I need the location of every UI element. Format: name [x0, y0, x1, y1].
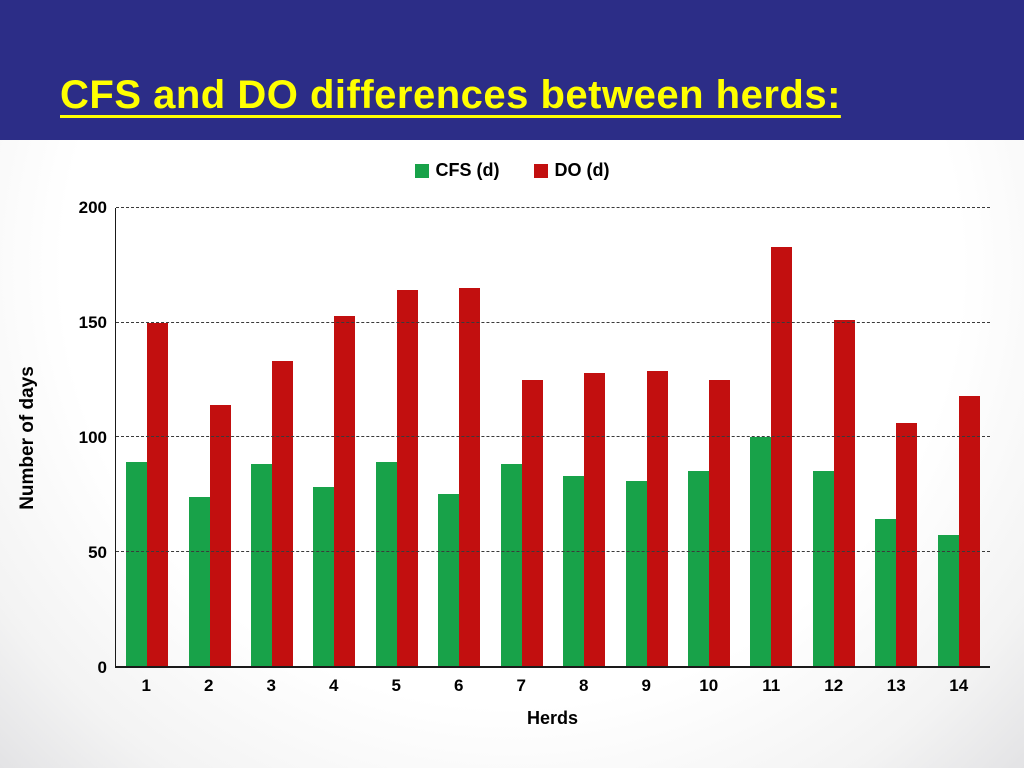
legend-label: CFS (d): [435, 160, 500, 180]
bar-group-herd-3: [241, 208, 303, 666]
x-axis-ticks: 1 2 3 4 5 6 7 8 9 10 11 12 13 14: [115, 676, 990, 696]
y-axis-title: Number of days: [17, 366, 38, 510]
bar-group-herd-2: [178, 208, 240, 666]
bar-cfs-herd-11: [750, 437, 772, 666]
x-tick-label-9: 9: [641, 676, 651, 695]
bar-cfs-herd-8: [563, 475, 585, 666]
bar-cfs-herd-5: [375, 462, 397, 666]
bar-group-herd-13: [865, 208, 927, 666]
chart-legend: CFS (d) DO (d): [0, 160, 1024, 181]
bar-do-herd-12: [833, 320, 855, 666]
x-tick-label-2: 2: [204, 676, 214, 695]
legend-swatch-cfs: [414, 163, 429, 178]
x-axis-title: Herds: [526, 708, 579, 728]
bar-cfs-herd-9: [625, 480, 647, 666]
x-tick-label-1: 1: [141, 676, 151, 695]
bar-cfs-herd-4: [313, 487, 335, 666]
x-tick-label-3: 3: [266, 676, 276, 695]
legend-swatch-do: [533, 163, 548, 178]
x-tick-label-7: 7: [516, 676, 526, 695]
gridline-200: [116, 207, 990, 208]
bar-cfs-herd-3: [251, 464, 273, 666]
gridline-100: [116, 436, 990, 437]
x-tick-label-5: 5: [391, 676, 401, 695]
x-tick-label-10: 10: [699, 676, 719, 695]
bar-groups: [116, 208, 990, 666]
bar-group-herd-10: [678, 208, 740, 666]
slide-header: CFS and DO differences between herds:: [0, 0, 1024, 140]
bar-group-herd-1: [116, 208, 178, 666]
x-tick-label-6: 6: [454, 676, 464, 695]
bar-cfs-herd-10: [688, 471, 709, 666]
bar-cfs-herd-13: [875, 519, 897, 666]
legend-item-cfs: CFS (d): [414, 160, 500, 181]
bar-cfs-herd-12: [812, 471, 834, 666]
bar-group-herd-9: [615, 208, 677, 666]
bar-group-herd-8: [553, 208, 615, 666]
bar-group-herd-7: [491, 208, 553, 666]
bar-cfs-herd-2: [188, 496, 210, 666]
bar-do-herd-4: [334, 315, 356, 666]
bar-do-herd-14: [958, 395, 980, 666]
y-axis-ticks: 0 50 100 150 200: [55, 198, 107, 677]
bar-do-herd-6: [459, 288, 481, 666]
x-tick-label-13: 13: [886, 676, 906, 695]
bar-group-herd-12: [803, 208, 865, 666]
bar-cfs-herd-1: [126, 462, 148, 666]
bar-do-herd-8: [584, 372, 606, 666]
bar-group-herd-4: [303, 208, 365, 666]
gridline-150: [116, 321, 990, 323]
slide-title: CFS and DO differences between herds:: [60, 73, 841, 117]
bar-group-herd-14: [927, 208, 989, 666]
x-tick-label-4: 4: [329, 676, 339, 695]
gridline-50: [116, 550, 990, 552]
y-tick-label-0: 0: [97, 658, 107, 677]
bar-do-herd-1: [147, 322, 169, 666]
bar-do-herd-7: [521, 379, 543, 666]
bar-group-herd-5: [366, 208, 428, 666]
y-tick-label-150: 150: [78, 313, 107, 332]
bar-cfs-herd-7: [500, 464, 522, 666]
y-tick-label-100: 100: [78, 428, 107, 447]
bar-cfs-herd-14: [937, 535, 959, 666]
bar-do-herd-5: [396, 290, 418, 666]
bar-do-herd-9: [646, 370, 668, 666]
legend-item-do: DO (d): [533, 160, 610, 181]
x-tick-label-12: 12: [824, 676, 844, 695]
y-tick-label-50: 50: [88, 543, 107, 562]
bar-do-herd-3: [272, 361, 294, 666]
bar-group-herd-11: [740, 208, 802, 666]
plot-area: [115, 207, 990, 668]
bar-group-herd-6: [428, 208, 490, 666]
bar-do-herd-11: [771, 246, 793, 666]
bar-do-herd-13: [896, 423, 918, 666]
x-tick-label-11: 11: [762, 676, 781, 695]
legend-label: DO (d): [554, 160, 610, 180]
y-tick-label-200: 200: [78, 198, 107, 217]
bar-do-herd-10: [709, 379, 730, 666]
x-tick-label-8: 8: [579, 676, 589, 695]
bar-cfs-herd-6: [438, 494, 460, 666]
bar-do-herd-2: [209, 404, 231, 666]
x-tick-label-14: 14: [949, 676, 969, 695]
